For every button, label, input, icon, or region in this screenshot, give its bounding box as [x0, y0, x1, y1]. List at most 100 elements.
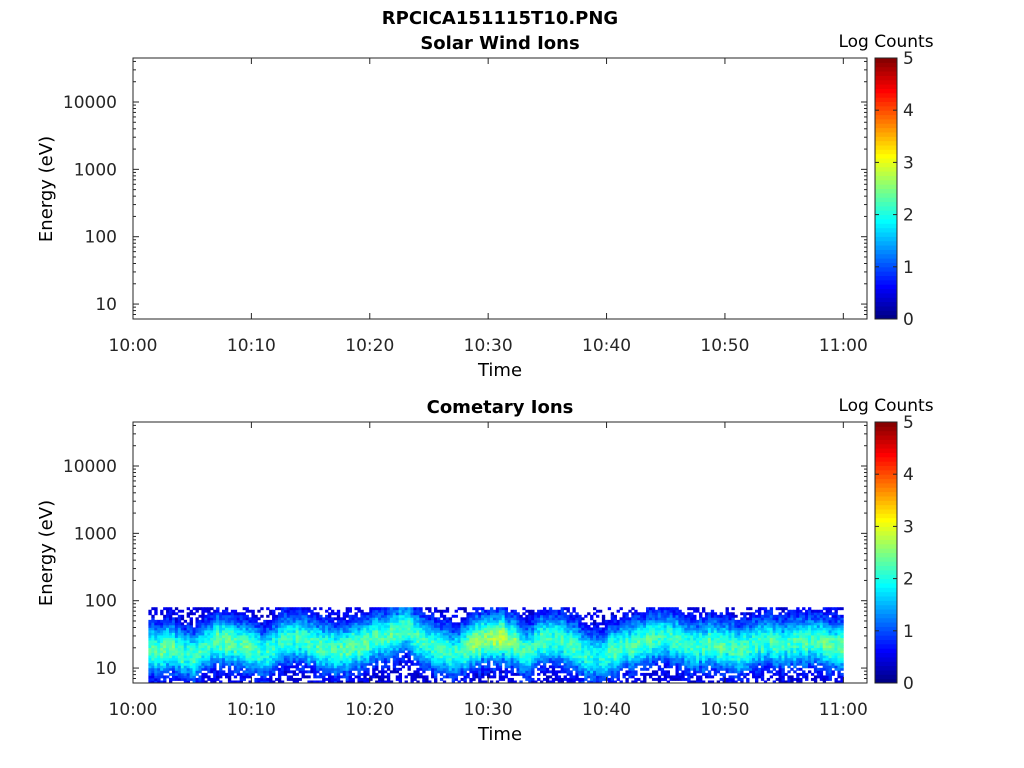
spectrogram-cell — [498, 655, 503, 659]
spectrogram-cell — [171, 652, 176, 656]
spectrogram-cell — [369, 622, 373, 626]
spectrogram-cell — [283, 637, 288, 641]
spectrogram-cell — [298, 670, 302, 674]
spectrogram-cell — [560, 645, 564, 649]
spectrogram-cell — [295, 652, 299, 656]
spectrogram-cell — [481, 612, 485, 616]
spectrogram-cell — [681, 672, 685, 676]
spectrogram-cell — [463, 650, 467, 654]
spectrogram-cell — [351, 645, 355, 649]
spectrogram-cell — [560, 635, 564, 638]
spectrogram-cell — [310, 670, 314, 674]
spectrogram-cell — [381, 640, 385, 643]
spectrogram-cell — [245, 670, 249, 674]
spectrogram-cell — [310, 617, 314, 621]
spectrogram-cell — [257, 617, 261, 621]
spectrogram-cell — [186, 667, 191, 671]
spectrogram-cell — [410, 619, 414, 623]
spectrogram-cell — [260, 614, 264, 618]
spectrogram-cell — [498, 645, 503, 649]
spectrogram-cell — [634, 617, 638, 621]
spectrogram-cell — [607, 607, 612, 611]
spectrogram-cell — [410, 645, 414, 649]
spectrogram-cell — [463, 672, 467, 676]
spectrogram-cell — [669, 622, 673, 626]
spectrogram-cell — [160, 642, 164, 646]
spectrogram-cell — [466, 632, 470, 636]
spectrogram-cell — [454, 660, 458, 664]
spectrogram-cell — [657, 657, 662, 661]
spectrogram-cell — [216, 645, 220, 649]
spectrogram-cell — [560, 619, 564, 623]
spectrogram-cell — [434, 637, 438, 641]
spectrogram-cell — [545, 612, 550, 616]
spectrogram-cell — [198, 667, 202, 671]
spectrogram-cell — [631, 647, 635, 651]
figure-title: RPCICA151115T10.PNG — [382, 8, 618, 29]
spectrogram-cell — [451, 624, 456, 628]
spectrogram-cell — [381, 665, 385, 669]
spectrogram-cell — [272, 627, 276, 631]
spectrogram-cell — [236, 662, 241, 666]
spectrogram-cell — [625, 677, 629, 681]
spectrogram-cell — [410, 622, 414, 626]
spectrogram-cell — [166, 655, 170, 659]
spectrogram-cell — [277, 637, 282, 641]
spectrogram-cell — [325, 672, 329, 676]
spectrogram-cell — [595, 624, 600, 628]
spectrogram-cell — [298, 609, 302, 613]
spectrogram-cell — [410, 675, 414, 679]
spectrogram-cell — [301, 672, 305, 676]
spectrogram-cell — [651, 650, 656, 654]
spectrogram-cell — [348, 622, 352, 626]
spectrogram-cell — [313, 672, 317, 676]
spectrogram-cell — [460, 637, 464, 641]
spectrogram-cell — [622, 632, 626, 636]
spectrogram-cell — [378, 627, 382, 631]
spectrogram-cell — [375, 662, 379, 666]
spectrogram-cell — [381, 619, 385, 623]
spectrogram-cell — [369, 609, 373, 613]
spectrogram-cell — [222, 660, 226, 664]
spectrogram-cell — [239, 637, 244, 641]
spectrogram-cell — [681, 627, 685, 631]
spectrogram-cell — [442, 619, 447, 623]
spectrogram-cell — [330, 624, 335, 628]
spectrogram-cell — [316, 624, 320, 628]
spectrogram-cell — [610, 660, 615, 664]
spectrogram-cell — [348, 609, 352, 613]
spectrogram-cell — [657, 667, 662, 671]
spectrogram-cell — [301, 619, 305, 623]
spectrogram-cell — [177, 632, 182, 636]
spectrogram-cell — [227, 635, 232, 638]
spectrogram-cell — [513, 617, 517, 621]
spectrogram-cell — [422, 640, 426, 643]
spectrogram-cell — [557, 660, 562, 664]
spectrogram-cell — [428, 614, 432, 618]
spectrogram-cell — [460, 652, 464, 656]
spectrogram-cell — [436, 670, 441, 674]
spectrogram-cell — [498, 619, 503, 623]
spectrogram-cell — [275, 667, 279, 671]
spectrogram-cell — [310, 655, 314, 659]
spectrogram-cell — [174, 640, 179, 643]
spectrogram-cell — [389, 607, 394, 611]
spectrogram-cell — [681, 650, 685, 654]
spectrogram-cell — [466, 642, 470, 646]
spectrogram-cell — [525, 642, 529, 646]
spectrogram-cell — [660, 607, 665, 611]
spectrogram-cell — [160, 632, 164, 636]
spectrogram-cell — [269, 650, 273, 654]
spectrogram-cell — [616, 622, 620, 626]
spectrogram-cell — [166, 660, 170, 664]
spectrogram-cell — [242, 627, 246, 631]
spectrogram-cell — [348, 680, 352, 684]
spectrogram-cell — [245, 647, 249, 651]
spectrogram-cell — [233, 617, 238, 621]
spectrogram-cell — [460, 619, 464, 623]
spectrogram-cell — [392, 622, 397, 626]
spectrogram-cell — [528, 629, 532, 633]
spectrogram-cell — [628, 650, 632, 654]
spectrogram-cell — [339, 662, 344, 666]
spectrogram-cell — [339, 640, 344, 643]
